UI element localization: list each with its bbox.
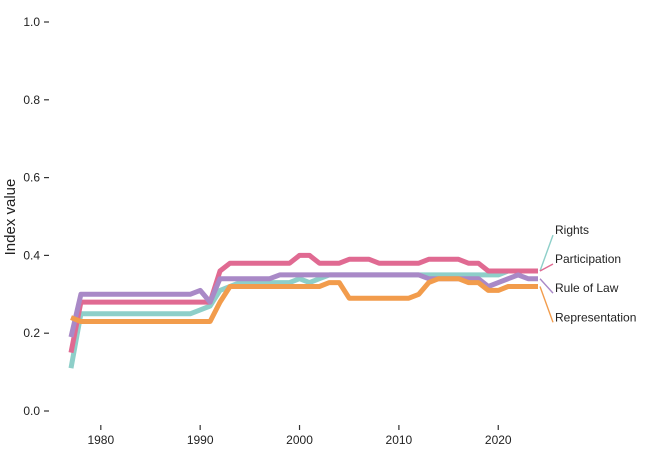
label-leader-rights	[539, 234, 554, 272]
x-tick-label: 2000	[286, 433, 313, 447]
series-label-participation: Participation	[555, 252, 621, 266]
y-tick-label: 1.0	[23, 15, 40, 29]
y-tick-label: 0.4	[23, 248, 40, 262]
y-tick-label: 0.2	[23, 326, 40, 340]
series-line-rights	[68, 268, 538, 369]
series-line-representation	[70, 276, 538, 324]
label-leader-representation	[539, 286, 554, 323]
x-tick-label: 1990	[187, 433, 214, 447]
label-leader-rule-of-law	[539, 278, 554, 294]
x-axis: 1980 1990 2000 2010 2020	[87, 425, 512, 447]
series-direct-labels: Rights Participation Rule of Law Representa…	[539, 223, 636, 324]
series-label-rights: Rights	[555, 223, 589, 237]
y-axis: 0.0 0.2 0.4 0.6 0.8 1.0	[23, 15, 49, 418]
series-label-rule-of-law: Rule of Law	[555, 281, 619, 295]
y-tick-label: 0.0	[23, 404, 40, 418]
x-tick-label: 2010	[386, 433, 413, 447]
series-lines	[68, 252, 538, 369]
y-tick-label: 0.6	[23, 171, 40, 185]
y-axis-title: Index value	[2, 179, 19, 256]
series-line-participation	[68, 252, 538, 354]
y-tick-label: 0.8	[23, 93, 40, 107]
x-tick-label: 1980	[87, 433, 114, 447]
label-leader-participation	[539, 263, 554, 272]
x-tick-label: 2020	[485, 433, 512, 447]
series-label-representation: Representation	[555, 310, 636, 324]
